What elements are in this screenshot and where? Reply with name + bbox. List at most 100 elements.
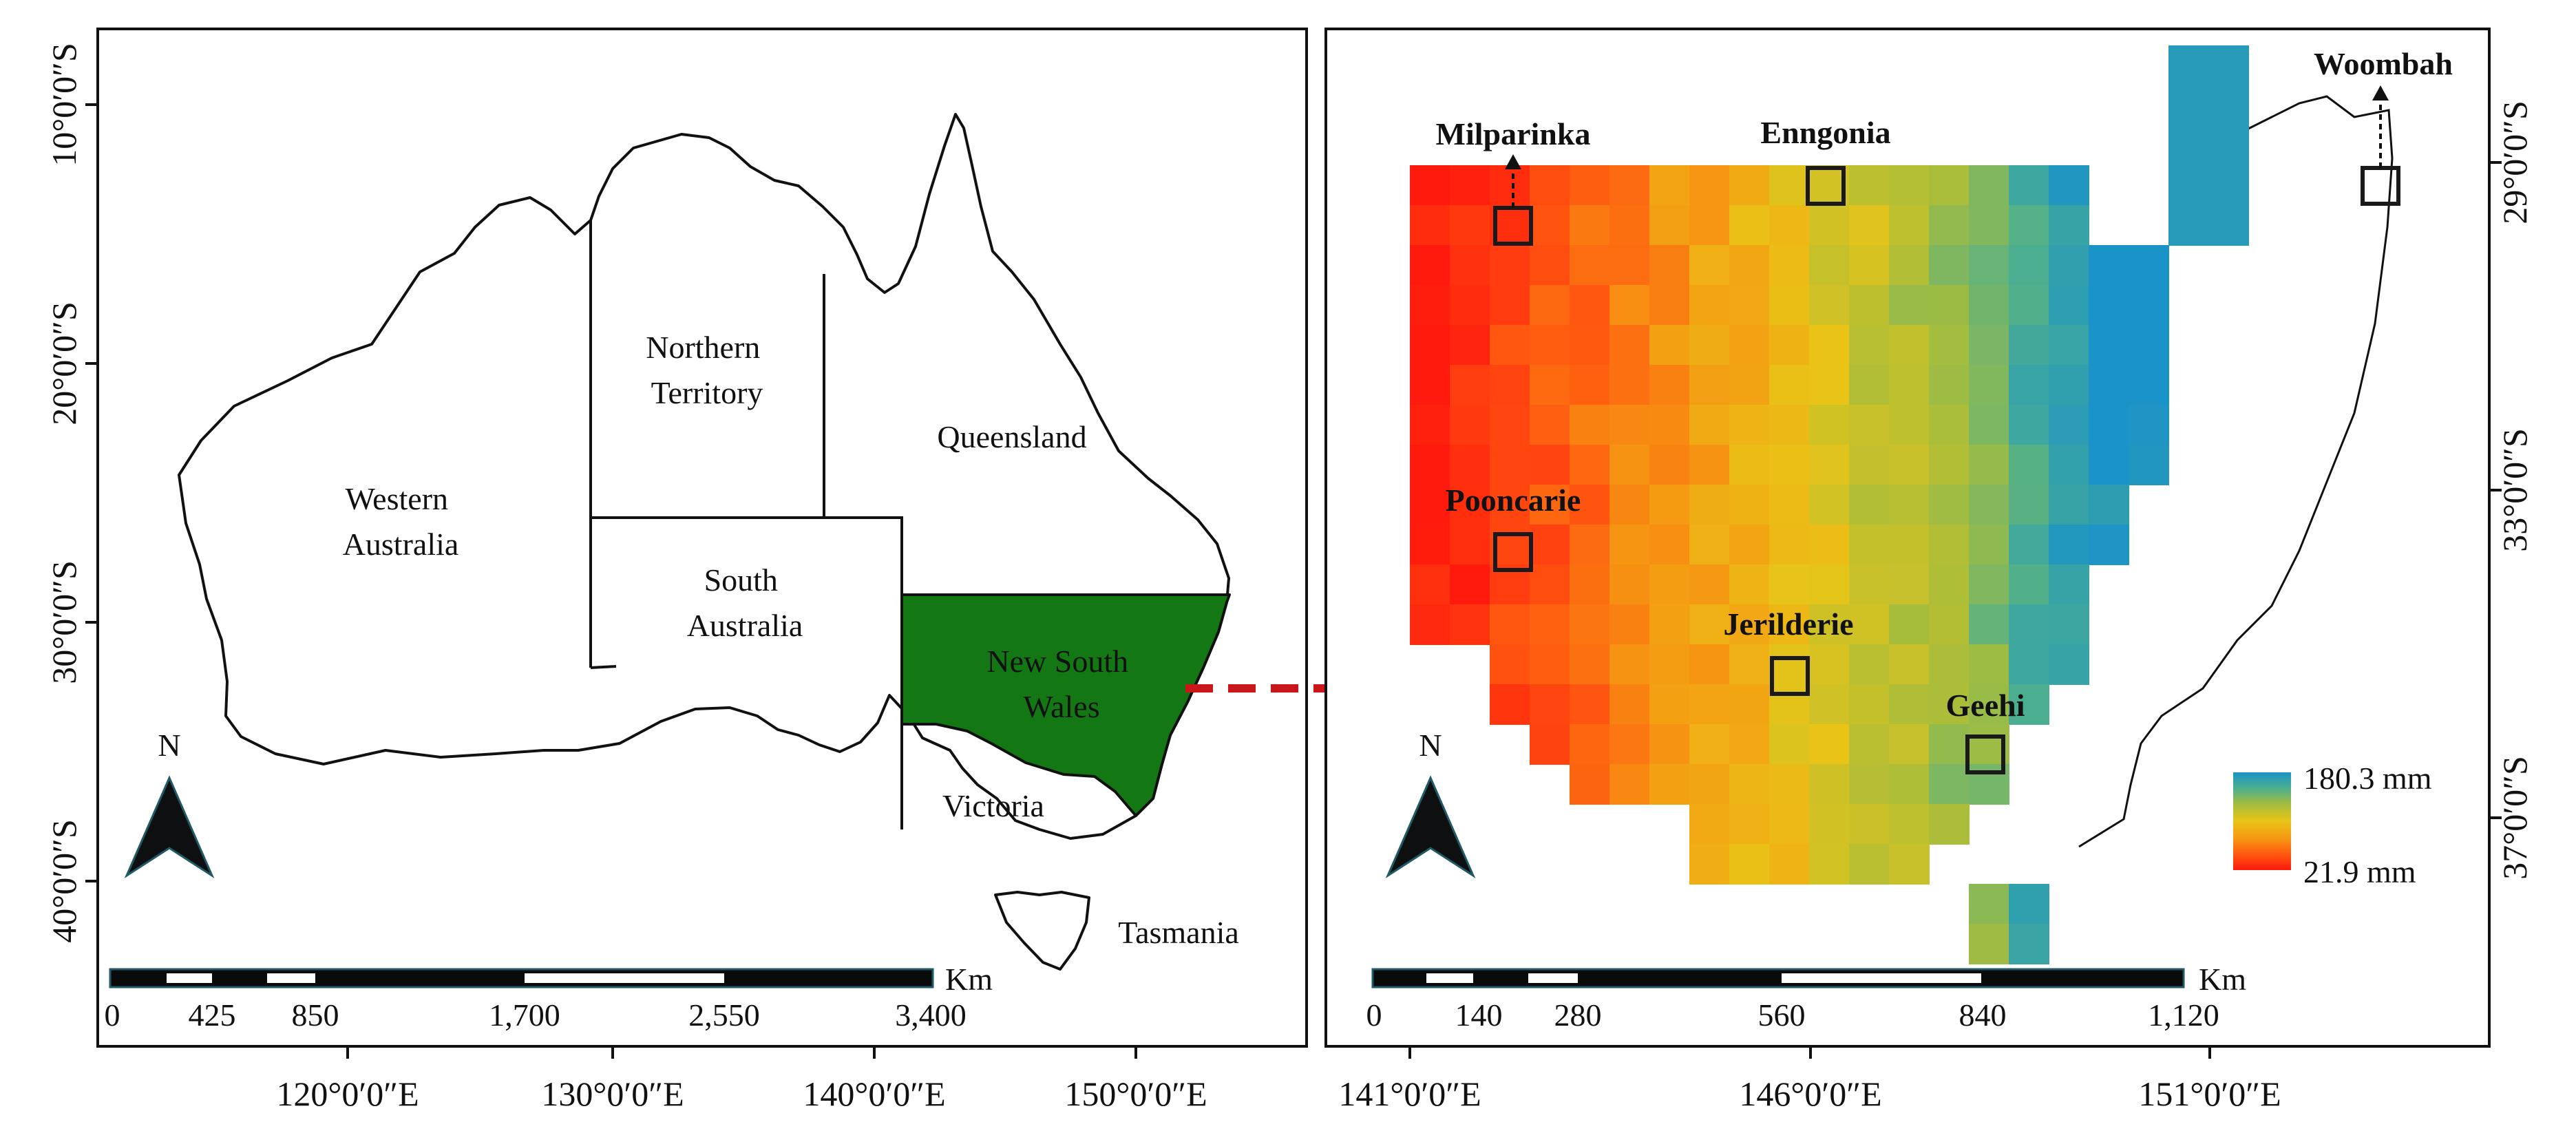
grid-cell bbox=[2009, 485, 2049, 525]
grid-cell bbox=[1609, 165, 1650, 206]
grid-cell bbox=[1609, 445, 1650, 485]
grid-cell bbox=[2009, 525, 2049, 565]
grid-cell bbox=[1889, 485, 1930, 525]
grid-cell bbox=[2208, 205, 2249, 246]
grid-cell bbox=[1809, 844, 1850, 885]
grid-cell bbox=[2129, 365, 2169, 405]
legend-max-label: 180.3 mm bbox=[2303, 761, 2432, 796]
grid-cell bbox=[1889, 804, 1930, 845]
grid-cell bbox=[1609, 285, 1650, 326]
grid-cell bbox=[1769, 205, 1810, 246]
grid-cell bbox=[2009, 884, 2049, 924]
state-label-qld: Queensland bbox=[937, 419, 1086, 454]
grid-cell bbox=[2049, 245, 2089, 286]
y-tick-label: 30°0′0″S bbox=[45, 560, 83, 684]
grid-cell bbox=[2168, 165, 2209, 206]
grid-cell bbox=[1969, 604, 2009, 645]
grid-cell bbox=[1490, 405, 1530, 445]
scale-label: 425 bbox=[189, 997, 236, 1033]
grid-cell bbox=[2089, 325, 2129, 366]
station-label-enngonia: Enngonia bbox=[1760, 115, 1890, 150]
north-label-left: N bbox=[158, 728, 180, 763]
grid-cell bbox=[1410, 365, 1450, 405]
arrowhead-icon bbox=[2372, 85, 2389, 101]
grid-cell bbox=[1729, 724, 1770, 765]
grid-cell bbox=[1450, 365, 1490, 405]
grid-cell bbox=[1889, 684, 1930, 725]
grid-cell bbox=[1889, 205, 1930, 246]
grid-cell bbox=[1969, 325, 2009, 366]
grid-cell bbox=[2049, 365, 2089, 405]
grid-cell bbox=[1410, 604, 1450, 645]
right-map-panel: Milparinka Enngonia Woombah Pooncarie Je… bbox=[1324, 28, 2534, 1113]
grid-cell bbox=[1450, 604, 1490, 645]
grid-cell bbox=[1530, 564, 1570, 605]
grid-cell bbox=[1689, 724, 1730, 765]
grid-cell bbox=[1769, 485, 1810, 525]
grid-cell bbox=[1689, 365, 1730, 405]
grid-cell bbox=[2168, 85, 2209, 126]
grid-cell bbox=[1849, 804, 1890, 845]
grid-cell bbox=[1889, 365, 1930, 405]
grid-cell bbox=[1689, 405, 1730, 445]
grid-cell bbox=[1649, 724, 1690, 765]
grid-cell bbox=[1929, 165, 1970, 206]
grid-cell bbox=[1530, 604, 1570, 645]
grid-cell bbox=[1689, 604, 1730, 645]
y-tick-label: 40°0′0″S bbox=[45, 819, 83, 943]
grid-cell bbox=[1769, 844, 1810, 885]
grid-cell bbox=[1969, 564, 2009, 605]
grid-cell bbox=[1570, 485, 1610, 525]
grid-cell bbox=[1769, 764, 1810, 805]
grid-cell bbox=[1609, 205, 1650, 246]
grid-cell bbox=[1849, 365, 1890, 405]
grid-cell bbox=[1729, 165, 1770, 206]
grid-cell bbox=[1849, 844, 1890, 885]
grid-cell bbox=[1609, 604, 1650, 645]
grid-cell bbox=[1450, 245, 1490, 286]
grid-cell bbox=[2208, 165, 2249, 206]
grid-cell bbox=[1570, 205, 1610, 246]
grid-cell bbox=[1689, 285, 1730, 326]
grid-cell bbox=[2168, 125, 2209, 166]
grid-cell bbox=[1769, 405, 1810, 445]
station-label-milparinka: Milparinka bbox=[1436, 116, 1591, 151]
grid-cell bbox=[1769, 285, 1810, 326]
grid-cell bbox=[1809, 804, 1850, 845]
scale-label: 280 bbox=[1554, 997, 1602, 1033]
grid-cell bbox=[2208, 85, 2249, 126]
grid-cell bbox=[1969, 644, 2009, 685]
grid-cell bbox=[2129, 245, 2169, 286]
arrowhead-icon bbox=[1505, 154, 1521, 169]
grid-cell bbox=[1649, 325, 1690, 366]
grid-cell bbox=[1649, 285, 1690, 326]
grid-cell bbox=[1649, 684, 1690, 725]
grid-cell bbox=[2089, 285, 2129, 326]
grid-cell bbox=[1889, 165, 1930, 206]
grid-cell bbox=[2208, 45, 2249, 86]
x-tick-label: 146°0′0″E bbox=[1739, 1075, 1881, 1113]
grid-cell bbox=[1609, 405, 1650, 445]
grid-cell bbox=[1769, 525, 1810, 565]
grid-cell bbox=[1450, 285, 1490, 326]
x-tick-label: 140°0′0″E bbox=[803, 1075, 945, 1113]
nsw-highlight bbox=[900, 593, 1231, 817]
grid-cell bbox=[1570, 764, 1610, 805]
grid-cell bbox=[1530, 684, 1570, 725]
grid-cell bbox=[1570, 165, 1610, 206]
right-axis-ticks bbox=[1408, 161, 2502, 1059]
grid-cell bbox=[1769, 245, 1810, 286]
grid-cell bbox=[1809, 485, 1850, 525]
grid-cell bbox=[1609, 764, 1650, 805]
grid-cell bbox=[1809, 405, 1850, 445]
grid-cell bbox=[1490, 285, 1530, 326]
scale-label: 1,120 bbox=[2148, 997, 2219, 1033]
grid-cell bbox=[1729, 684, 1770, 725]
grid-cell bbox=[1490, 644, 1530, 685]
state-label-nt: Northern Territory bbox=[646, 330, 768, 410]
grid-cell bbox=[1649, 644, 1690, 685]
grid-cell bbox=[1410, 405, 1450, 445]
grid-cell bbox=[1929, 764, 1970, 805]
grid-cell bbox=[1609, 724, 1650, 765]
grid-cell bbox=[1809, 564, 1850, 605]
